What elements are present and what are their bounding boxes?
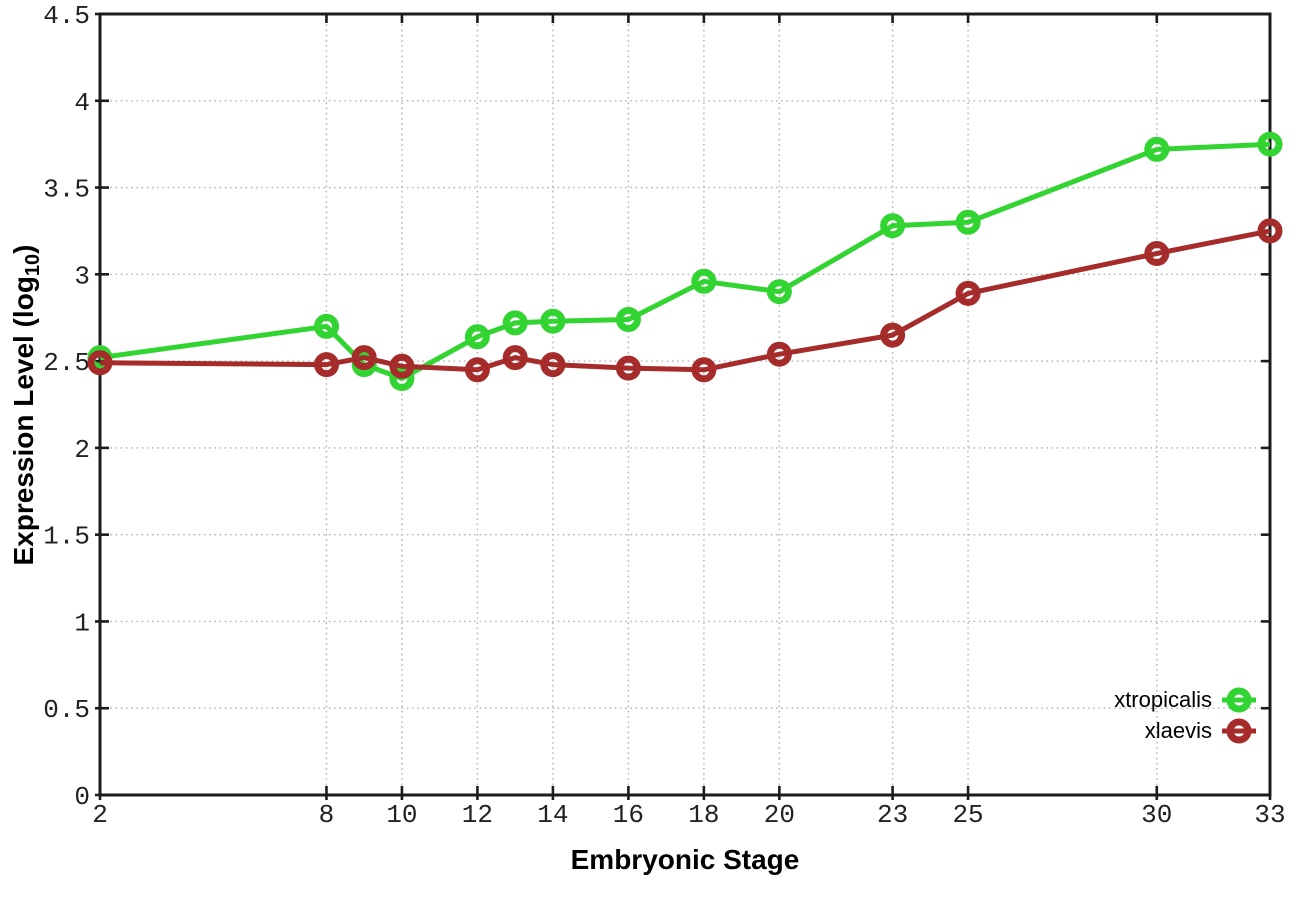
data-point-marker-xlaevis (691, 357, 717, 383)
data-point-marker-xlaevis (880, 322, 906, 348)
y-axis-title-sub: 10 (22, 253, 44, 277)
legend: xtropicalis xlaevis (1114, 684, 1256, 746)
x-tick-label: 20 (764, 800, 795, 830)
y-tick-label: 3.5 (43, 175, 90, 205)
y-axis-title: Expression Level (log10) (1, 155, 47, 655)
data-point-marker-xlaevis (314, 352, 339, 378)
data-point-marker-xlaevis (87, 350, 113, 376)
x-axis-title: Embryonic Stage (570, 844, 800, 875)
x-tick-label: 18 (688, 800, 719, 830)
data-point-marker-xtropicalis (615, 307, 641, 332)
y-tick-label: 0.5 (43, 695, 90, 725)
data-point-marker-xtropicalis (1257, 131, 1283, 157)
data-point-marker-xtropicalis (766, 279, 792, 305)
data-point-marker-xtropicalis (389, 366, 415, 391)
data-point-marker-xtropicalis (540, 308, 566, 334)
data-point-marker-xlaevis (502, 345, 528, 371)
x-tick-label: 23 (877, 800, 908, 830)
series-line-xtropicalis (99, 141, 1271, 381)
data-point-marker-xlaevis (955, 280, 981, 306)
x-tick-label: 12 (462, 800, 493, 830)
legend-marker-xtropicalis-icon (1222, 687, 1256, 712)
data-point-marker-xtropicalis (502, 310, 528, 336)
y-tick-label: 1 (74, 608, 90, 638)
data-point-marker-xlaevis (1144, 241, 1170, 266)
data-point-marker-xtropicalis (314, 313, 339, 339)
y-tick-label: 4 (74, 88, 90, 118)
series-line-xlaevis (99, 228, 1271, 373)
legend-item-xtropicalis: xtropicalis (1114, 684, 1256, 715)
data-point-marker-xtropicalis (880, 213, 906, 239)
legend-item-xlaevis: xlaevis (1114, 715, 1256, 746)
x-tick-label: 10 (386, 800, 417, 830)
data-point-marker-xlaevis (351, 345, 377, 371)
x-tick-label: 14 (537, 800, 568, 830)
y-tick-label: 4.5 (43, 1, 90, 31)
data-point-marker-xtropicalis (691, 268, 717, 294)
x-tick-label: 33 (1254, 800, 1285, 830)
data-point-marker-xlaevis (464, 357, 490, 383)
x-tick-label: 16 (613, 800, 644, 830)
x-tick-label: 8 (319, 800, 335, 830)
legend-marker-xlaevis-icon (1222, 718, 1256, 743)
x-tick-label: 25 (952, 800, 983, 830)
y-tick-label: 0 (74, 782, 90, 812)
legend-label-xtropicalis: xtropicalis (1114, 687, 1212, 712)
x-tick-label: 30 (1141, 800, 1172, 830)
data-point-marker-xlaevis (389, 353, 415, 379)
y-tick-label: 1.5 (43, 522, 90, 552)
data-point-marker-xlaevis (615, 355, 641, 381)
data-point-marker-xlaevis (1257, 218, 1283, 244)
data-point-marker-xtropicalis (955, 209, 981, 235)
y-tick-label: 2 (74, 435, 90, 465)
data-point-marker-xlaevis (540, 352, 566, 378)
y-tick-label: 2.5 (43, 348, 90, 378)
x-tick-label: 2 (92, 800, 108, 830)
legend-label-xlaevis: xlaevis (1144, 718, 1212, 743)
plot-border (98, 12, 1272, 797)
data-point-marker-xlaevis (766, 341, 792, 367)
y-axis-title-main: Expression Level (log (8, 276, 39, 566)
data-point-marker-xtropicalis (464, 324, 490, 350)
data-point-marker-xtropicalis (1144, 136, 1170, 162)
y-tick-label: 3 (74, 261, 90, 291)
y-axis-title-close: ) (8, 244, 39, 254)
